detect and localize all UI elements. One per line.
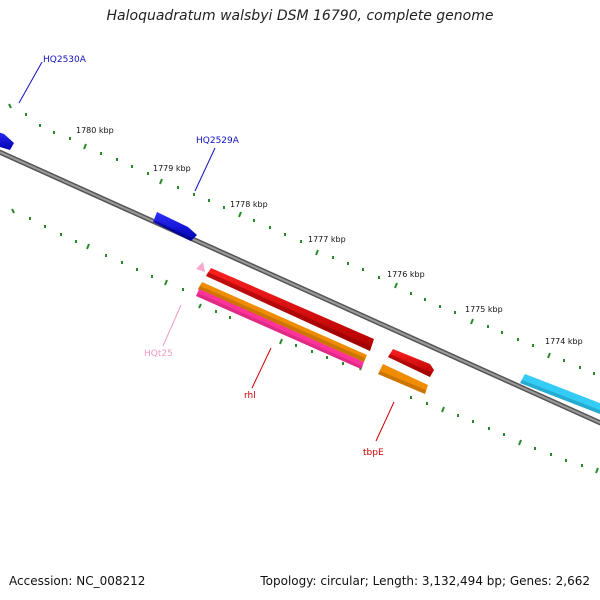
tick-label-1778: 1778 kbp — [230, 200, 268, 209]
gene-hqt25[interactable] — [196, 262, 205, 272]
hq2529a-label[interactable]: HQ2529A — [196, 136, 240, 146]
gene-hq2529a[interactable] — [153, 212, 197, 241]
gene-hq2530a[interactable] — [0, 129, 14, 150]
gene-cyan[interactable] — [520, 374, 600, 416]
hqt25-label[interactable]: HQt25 — [144, 349, 173, 359]
rhl-label[interactable]: rhl — [244, 391, 256, 401]
accession-text: Accession: NC_008212 — [9, 574, 146, 588]
tbpe-label[interactable]: tbpE — [363, 448, 384, 458]
genome-title: Haloquadratum walsbyi DSM 16790, complet… — [106, 8, 494, 24]
topology-text: Topology: circular; Length: 3,132,494 bp… — [260, 574, 590, 588]
gene-rhl-red[interactable] — [206, 268, 374, 351]
tick-label-1780: 1780 kbp — [76, 126, 114, 135]
tbpe-pointer — [375, 401, 395, 442]
gene-tbpe-red[interactable] — [388, 349, 434, 377]
hq2530a-pointer — [18, 61, 43, 104]
hq2530a-label[interactable]: HQ2530A — [43, 55, 87, 65]
tick-label-1774: 1774 kbp — [545, 337, 583, 346]
outer-ticks — [8, 103, 595, 375]
gene-rhl-pink[interactable] — [196, 289, 364, 369]
hqt25-pointer — [162, 304, 182, 347]
rhl-pointer — [251, 347, 272, 389]
tick-label-1775: 1775 kbp — [465, 305, 503, 314]
tick-label-1779: 1779 kbp — [153, 164, 191, 173]
tick-label-1776: 1776 kbp — [387, 270, 425, 279]
hq2529a-pointer — [194, 147, 216, 192]
tick-label-1777: 1777 kbp — [308, 235, 346, 244]
